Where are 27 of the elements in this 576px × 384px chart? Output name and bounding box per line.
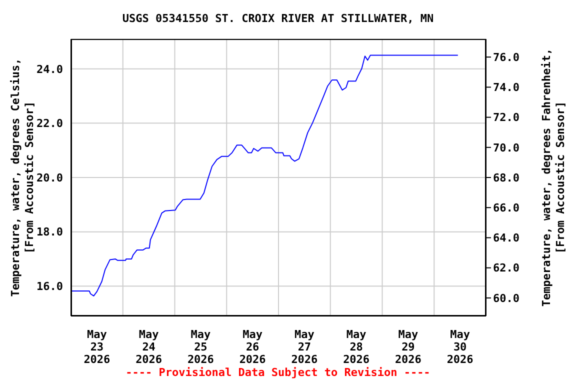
x-tick-label: May 24 2026 [136, 328, 162, 366]
y2-tick-label: 62.0 [493, 262, 520, 275]
y2-tick-label: 72.0 [493, 111, 520, 124]
chart-title: USGS 05341550 ST. CROIX RIVER AT STILLWATER, MN [121, 12, 435, 25]
y-axis-title: Temperature, water, degrees Celsius, [From Accoustic Sensor] [9, 58, 36, 297]
y2-tick-label: 74.0 [493, 81, 520, 94]
x-tick-label: May 29 2026 [394, 328, 422, 366]
x-tick-label: May 23 2026 [84, 328, 111, 366]
y-tick-label: 16.0 [36, 280, 63, 294]
x-tick-label: May 27 2026 [291, 328, 318, 366]
line-series [71, 54, 458, 296]
y2-tick-label: 60.0 [493, 292, 520, 305]
x-tick-label: May 28 2026 [343, 328, 370, 366]
text: ---- Provisional Data Subject to Revision ---- [124, 366, 432, 379]
x-tick-label: May 30 2026 [446, 328, 474, 366]
y2-tick-label: 70.0 [493, 141, 520, 154]
y2-tick-label: 76.0 [493, 50, 520, 64]
y2-tick-label: 64.0 [493, 232, 520, 245]
y-tick-label: 18.0 [36, 226, 63, 239]
y2-axis-title: Temperature, water, degrees Fahrenheit, [From Accoustic Sensor] [540, 48, 567, 307]
y-tick-label: 20.0 [36, 171, 63, 184]
x-tick-label: May 26 2026 [239, 328, 266, 366]
y2-tick-label: 66.0 [493, 202, 520, 215]
y-tick-label: 22.0 [36, 117, 63, 130]
y-tick-label: 24.0 [36, 62, 63, 76]
y2-tick-label: 68.0 [493, 171, 520, 184]
x-tick-label: May 25 2026 [187, 328, 214, 366]
